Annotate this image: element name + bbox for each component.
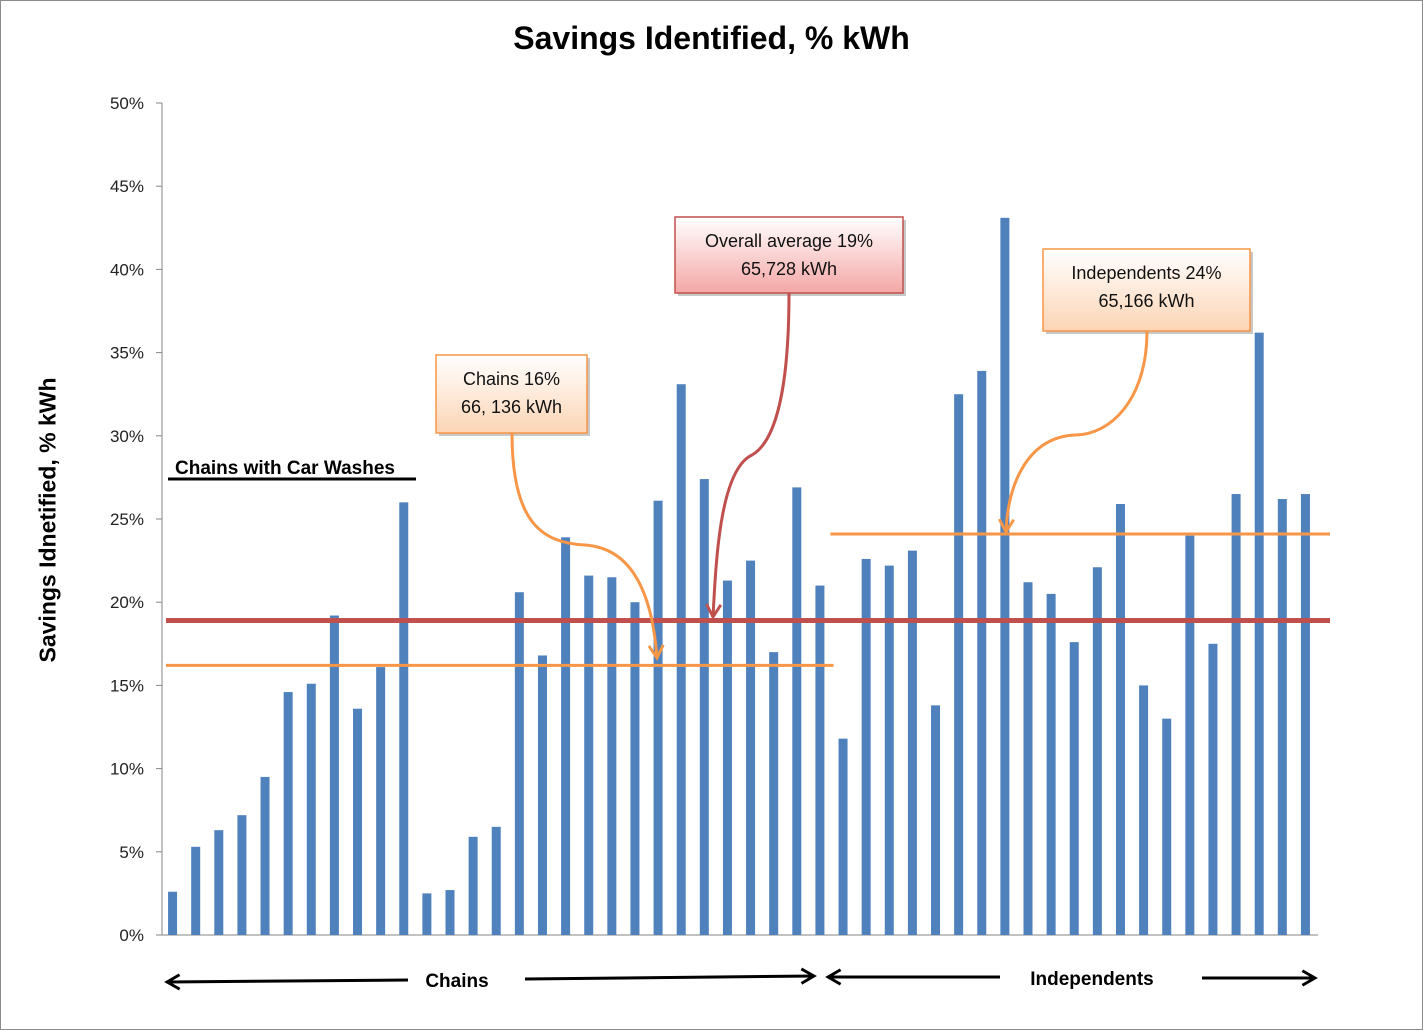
bar xyxy=(1208,643,1218,935)
y-tick-label: 20% xyxy=(110,593,144,612)
chains-annotation-box-line2: 66, 136 kWh xyxy=(461,397,562,417)
overall-arrow xyxy=(705,292,791,620)
bar xyxy=(399,502,409,935)
bar xyxy=(630,602,640,935)
bar xyxy=(329,615,339,935)
bar xyxy=(861,558,871,935)
chart-title: Savings Identified, % kWh xyxy=(513,20,910,56)
bar xyxy=(1231,494,1241,935)
chains-arrow xyxy=(510,432,665,661)
bar xyxy=(1277,499,1287,935)
bar xyxy=(1162,718,1172,935)
overall-annotation-box-line1: Overall average 19% xyxy=(705,231,873,251)
bar xyxy=(237,815,247,935)
bar xyxy=(815,585,825,935)
bar xyxy=(353,708,363,935)
bar xyxy=(653,500,663,935)
y-tick-label: 0% xyxy=(119,926,144,945)
overall-annotation-box xyxy=(674,216,904,294)
bar xyxy=(283,692,293,935)
bar xyxy=(168,891,178,935)
y-tick-label: 5% xyxy=(119,843,144,862)
independents-annotation-box-line1: Independents 24% xyxy=(1071,263,1221,283)
bar xyxy=(422,893,432,935)
bar xyxy=(561,537,571,935)
bar xyxy=(931,705,941,935)
bar xyxy=(1046,593,1056,935)
bar xyxy=(1185,535,1195,935)
bar xyxy=(491,826,501,935)
bar xyxy=(376,667,386,935)
bar xyxy=(1069,642,1079,935)
bar xyxy=(977,370,987,935)
y-tick-label: 25% xyxy=(110,510,144,529)
bar xyxy=(537,655,547,935)
bar xyxy=(1115,504,1125,935)
bar xyxy=(514,592,524,935)
bar xyxy=(607,577,617,935)
chains-group-label: Chains xyxy=(425,971,488,992)
y-tick-label: 30% xyxy=(110,427,144,446)
bar xyxy=(306,683,316,935)
bar xyxy=(1300,494,1310,935)
independents-annotation-box-line2: 65,166 kWh xyxy=(1098,291,1194,311)
bar xyxy=(676,384,686,935)
chains-right-arrow xyxy=(524,967,817,985)
bar xyxy=(191,846,201,935)
bar xyxy=(1139,685,1149,935)
bar xyxy=(699,479,709,935)
y-tick-label: 15% xyxy=(110,676,144,695)
y-tick-label: 35% xyxy=(110,344,144,363)
bar xyxy=(1254,332,1264,936)
y-tick-label: 50% xyxy=(110,94,144,113)
bar xyxy=(722,580,732,935)
bar xyxy=(1000,217,1010,936)
chains-left-arrow xyxy=(164,973,409,991)
bar xyxy=(1092,567,1102,935)
bar xyxy=(584,575,594,935)
bar xyxy=(792,487,802,935)
bar xyxy=(954,394,964,935)
overall-annotation-box-line2: 65,728 kWh xyxy=(741,259,837,279)
bar xyxy=(260,776,270,935)
bar xyxy=(468,836,478,935)
bar xyxy=(907,550,917,935)
independents-group-label: Independents xyxy=(1030,969,1154,990)
bar xyxy=(769,652,779,935)
chains-annotation-box-line1: Chains 16% xyxy=(463,369,560,389)
bar xyxy=(746,560,756,935)
y-tick-label: 45% xyxy=(110,177,144,196)
car-wash-label: Chains with Car Washes xyxy=(175,458,395,479)
bar xyxy=(838,738,848,935)
bar xyxy=(214,830,224,935)
independents-annotation-box xyxy=(1042,248,1251,332)
y-tick-label: 40% xyxy=(110,260,144,279)
bar xyxy=(884,565,894,935)
bar xyxy=(1023,582,1033,935)
independents-arrow xyxy=(998,330,1149,535)
bar xyxy=(445,890,455,935)
chains-annotation-box xyxy=(435,354,588,434)
y-tick-label: 10% xyxy=(110,760,144,779)
